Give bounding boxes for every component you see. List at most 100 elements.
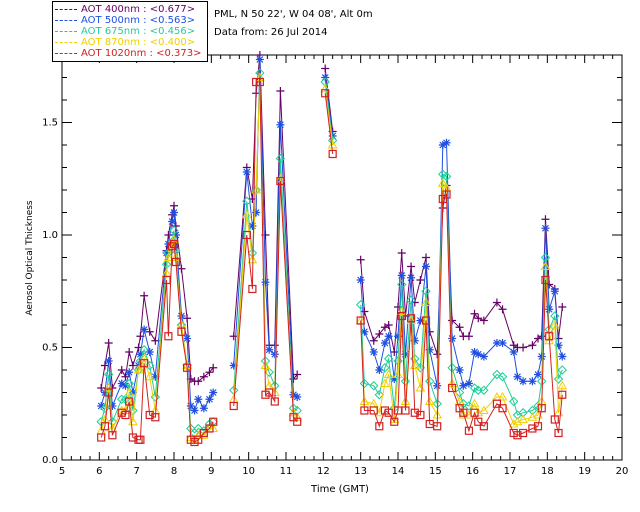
data-point	[121, 381, 130, 390]
data-point	[182, 363, 192, 372]
data-point	[455, 323, 464, 332]
data-point	[144, 371, 155, 381]
data-point	[199, 428, 208, 438]
data-point	[321, 64, 330, 73]
data-point	[359, 378, 370, 389]
data-point	[104, 388, 113, 397]
data-point	[541, 224, 550, 233]
data-point	[293, 393, 302, 401]
legend-label-500nm: AOT 500nm : <0.563>	[81, 15, 196, 26]
data-point	[328, 149, 337, 159]
data-point	[479, 385, 489, 395]
data-point	[421, 286, 431, 296]
data-point	[424, 396, 435, 405]
x-tick-label: 15	[429, 466, 442, 477]
data-point	[527, 405, 538, 416]
data-point	[455, 366, 464, 374]
data-point	[320, 77, 330, 87]
data-point	[164, 332, 173, 341]
data-point	[545, 332, 554, 341]
data-point	[383, 354, 394, 364]
data-point	[248, 284, 257, 294]
data-point	[369, 348, 378, 356]
data-point	[327, 139, 338, 149]
data-point	[513, 431, 522, 440]
data-point	[470, 408, 479, 417]
data-point	[406, 314, 416, 323]
data-point	[410, 408, 419, 417]
data-point	[289, 375, 298, 383]
data-point	[177, 327, 186, 336]
x-tick-label: 9	[208, 466, 214, 477]
data-point	[558, 390, 567, 399]
data-point	[276, 176, 285, 186]
data-point	[355, 300, 366, 310]
data-point	[518, 408, 528, 418]
data-point	[425, 376, 435, 386]
data-point	[401, 350, 410, 359]
data-point	[275, 153, 286, 164]
data-point	[248, 222, 257, 230]
data-point	[448, 334, 457, 343]
data-point	[168, 242, 177, 251]
x-tick-label: 13	[354, 466, 367, 477]
data-point	[135, 364, 146, 374]
data-point	[293, 370, 302, 379]
data-point	[104, 357, 113, 365]
data-point	[416, 276, 425, 284]
data-point	[479, 316, 488, 325]
data-point	[209, 363, 218, 372]
data-point	[356, 276, 365, 284]
data-point	[209, 388, 218, 397]
data-point	[528, 341, 537, 350]
data-point	[163, 252, 174, 261]
data-point	[509, 396, 519, 407]
data-point	[458, 409, 469, 419]
data-point	[151, 413, 160, 422]
y-axis-label: Aerosol Optical Thickness	[25, 200, 35, 316]
data-point	[374, 390, 385, 400]
data-point	[396, 306, 407, 315]
x-axis-label: Time (GMT)	[310, 484, 369, 495]
data-point	[464, 332, 473, 341]
data-point	[261, 278, 270, 287]
data-point	[97, 433, 106, 442]
data-point	[441, 171, 452, 182]
data-point	[528, 377, 537, 386]
x-tick-label: 10	[242, 466, 255, 477]
data-point	[320, 83, 331, 93]
data-point	[170, 208, 178, 217]
data-point	[186, 402, 195, 410]
data-point	[190, 406, 199, 415]
data-point	[100, 361, 109, 370]
x-tick-label: 5	[59, 466, 65, 477]
data-point	[108, 402, 117, 410]
data-point	[537, 404, 546, 413]
data-point	[293, 417, 302, 426]
legend-swatch-400nm	[55, 8, 77, 10]
data-point	[193, 423, 203, 434]
data-point	[103, 369, 114, 380]
data-point	[183, 334, 192, 343]
data-point	[519, 343, 528, 352]
data-point	[252, 208, 261, 217]
data-point	[469, 398, 480, 408]
data-point	[545, 305, 554, 314]
data-point	[397, 311, 406, 321]
x-tick-label: 7	[133, 466, 139, 477]
data-point	[519, 377, 528, 386]
data-point	[537, 352, 546, 361]
x-tick-label: 20	[616, 466, 629, 477]
data-point	[416, 316, 425, 325]
data-point	[421, 316, 431, 325]
data-point	[497, 391, 508, 401]
data-point	[498, 404, 507, 413]
data-point	[393, 369, 403, 378]
data-point	[384, 332, 393, 341]
data-point	[151, 372, 160, 381]
legend-item-400nm: AOT 400nm : <0.677>	[55, 4, 195, 15]
data-point	[125, 397, 134, 406]
data-point	[492, 399, 502, 408]
data-point	[270, 350, 279, 359]
